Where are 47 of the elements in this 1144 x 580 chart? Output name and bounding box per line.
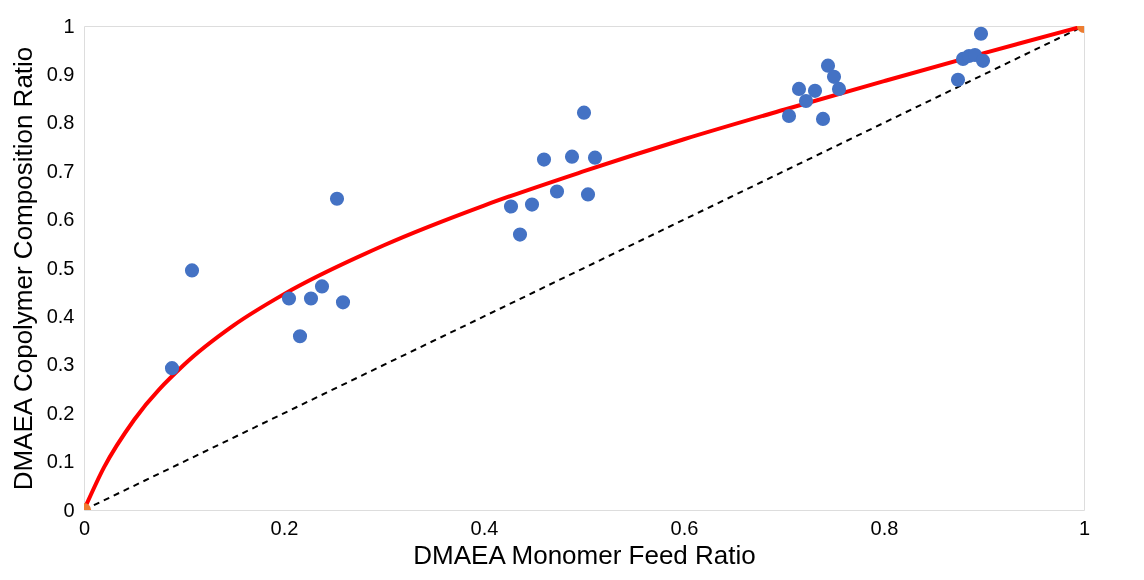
x-tick-label: 0.8	[870, 516, 899, 539]
point	[292, 329, 308, 344]
y-tick-label: 0.7	[46, 159, 75, 182]
y-tick-label: 0.6	[46, 208, 75, 231]
point	[831, 81, 847, 96]
point	[281, 291, 297, 306]
y-tick-label: 0.9	[46, 62, 75, 85]
point	[512, 227, 528, 242]
y-tick-label: 1	[63, 14, 75, 37]
x-tick-label: 0	[78, 516, 91, 539]
y-tick-label: 0.3	[46, 353, 75, 376]
point	[314, 279, 330, 294]
point	[576, 105, 592, 120]
x-tick-label: 1	[1078, 516, 1091, 539]
point	[975, 53, 991, 68]
point	[580, 187, 596, 202]
x-axis-title: DMAEA Monomer Feed Ratio	[413, 539, 756, 570]
point	[549, 184, 565, 199]
point	[335, 295, 351, 310]
y-tick-label: 0.5	[46, 256, 75, 279]
point	[524, 197, 540, 212]
point	[820, 58, 836, 73]
x-tick-label: 0.4	[470, 516, 499, 539]
point	[184, 263, 200, 278]
y-tick-label: 0	[63, 498, 75, 521]
point	[807, 83, 823, 98]
y-tick-label: 0.2	[46, 401, 75, 424]
x-tick-label: 0.6	[670, 516, 699, 539]
point	[503, 199, 519, 214]
y-tick-label: 0.8	[46, 111, 75, 134]
point	[564, 149, 580, 164]
y-tick-label: 0.1	[46, 450, 75, 473]
point	[329, 191, 345, 206]
point	[791, 81, 807, 96]
x-tick-label: 0.2	[270, 516, 299, 539]
point	[950, 72, 966, 87]
point	[798, 93, 814, 109]
point	[164, 361, 180, 376]
y-tick-label: 0.4	[46, 304, 75, 327]
point	[973, 26, 989, 41]
point	[536, 152, 552, 167]
point	[303, 291, 319, 306]
point	[781, 108, 797, 124]
point	[815, 111, 831, 126]
y-axis-title: DMAEA Copolymer Composition Ratio	[7, 46, 38, 491]
point	[826, 69, 842, 84]
point	[587, 150, 603, 165]
